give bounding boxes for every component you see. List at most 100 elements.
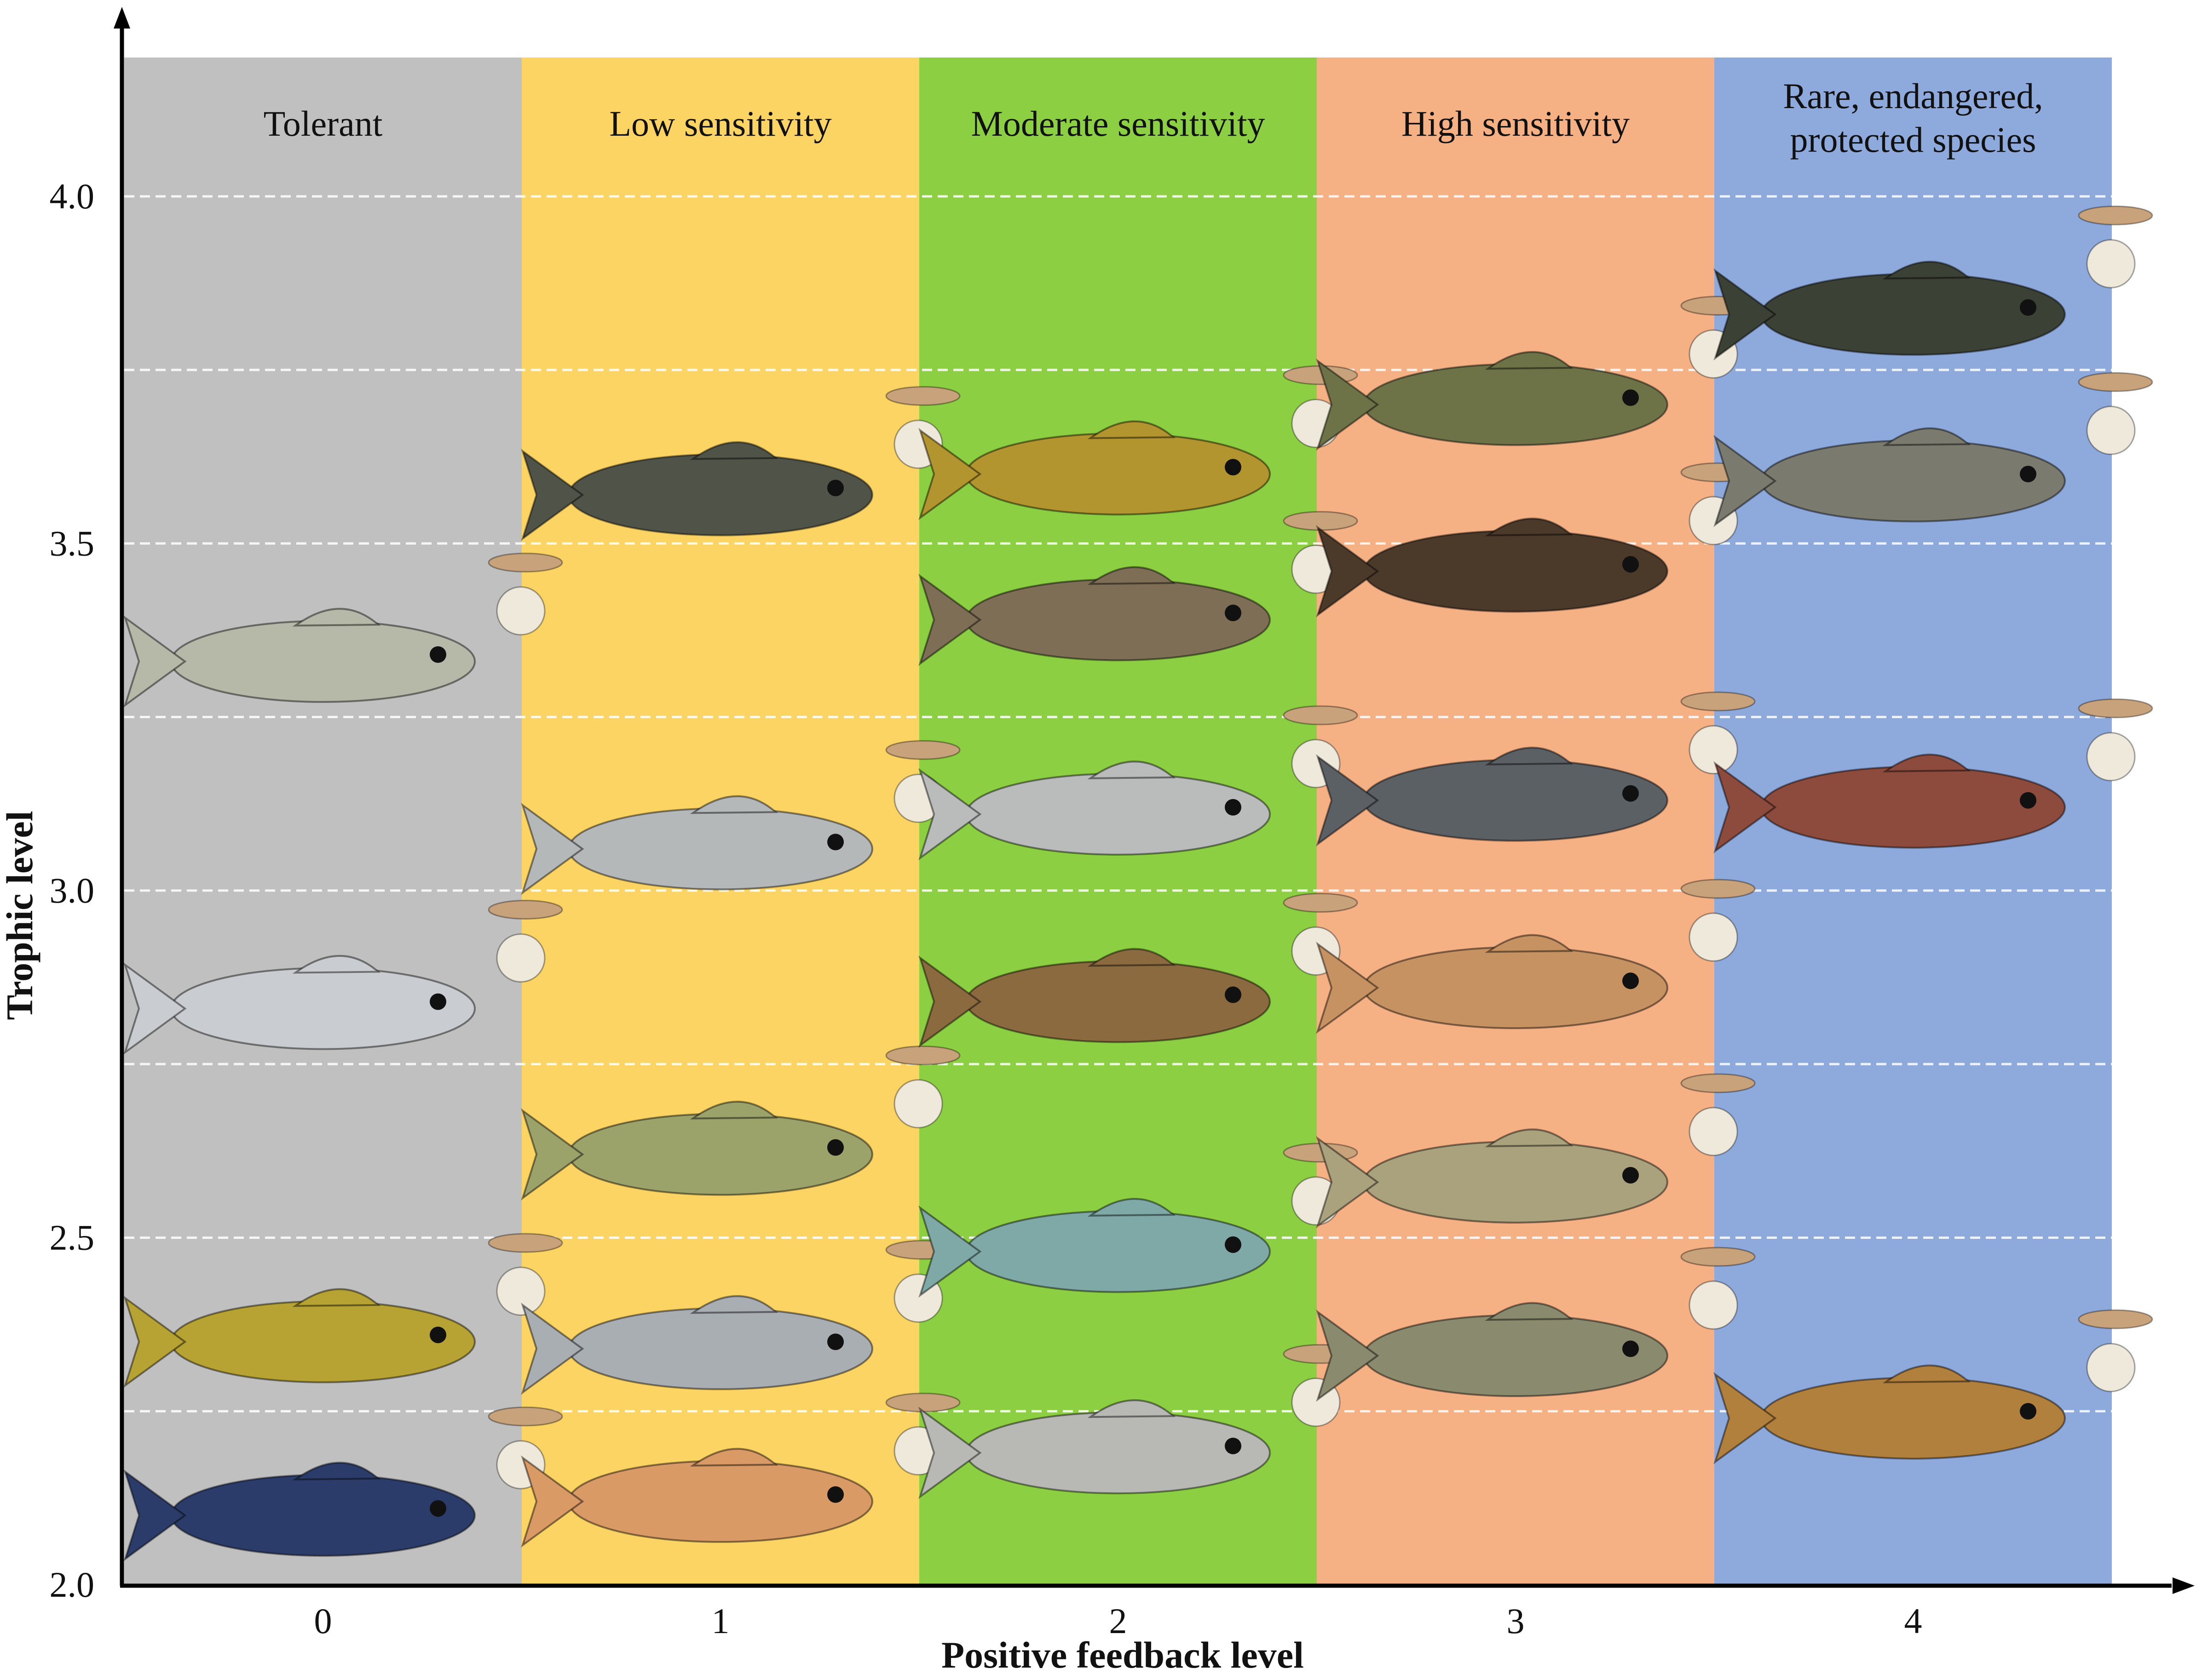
fish-body	[170, 1474, 476, 1557]
y-tick-label: 3.5	[50, 523, 95, 563]
fish-tail	[521, 1108, 584, 1201]
fish-eye	[1225, 604, 1241, 621]
fish-eye	[1622, 389, 1639, 406]
fish-body	[1363, 363, 1668, 446]
prey-icon	[496, 1266, 546, 1316]
species-point	[1713, 372, 2153, 527]
fish-tail	[1713, 268, 1777, 361]
fish-body	[170, 1300, 476, 1383]
fish-tail	[918, 955, 982, 1048]
y-tick-label: 2.0	[50, 1565, 95, 1605]
species-point	[521, 1045, 961, 1201]
prey-icon	[2086, 1343, 2136, 1392]
fish-fin	[690, 1448, 778, 1467]
species-point	[1316, 691, 1756, 846]
fish-tail	[918, 1205, 982, 1298]
fish-tail	[918, 428, 982, 520]
fish-body	[170, 967, 476, 1050]
prey-icon	[2078, 372, 2153, 392]
fish-fin	[292, 955, 381, 974]
fish-tail	[918, 574, 982, 666]
x-tick-label: 2	[1109, 1601, 1127, 1641]
axes	[114, 7, 2195, 1594]
fish-tail	[1316, 1136, 1379, 1228]
fish-tail	[1316, 1309, 1379, 1402]
prey-icon	[2078, 205, 2153, 225]
prey-icon	[488, 1406, 563, 1427]
y-tick-label: 4.0	[50, 176, 95, 216]
prey-icon	[488, 899, 563, 920]
fish-fin	[1087, 760, 1176, 779]
fish-fin	[1485, 518, 1574, 536]
prey-icon	[488, 552, 563, 573]
prey-icon	[1689, 1280, 1738, 1330]
fish-body	[568, 453, 873, 536]
prey-icon	[1689, 725, 1738, 775]
species-point	[1316, 1247, 1756, 1402]
x-axis-label: Positive feedback level	[941, 1634, 1304, 1676]
fish-tail	[1316, 358, 1379, 451]
fish-fin	[1087, 1399, 1176, 1418]
prey-icon	[885, 740, 961, 760]
fish-fin	[1087, 420, 1176, 439]
species-point	[1713, 698, 2153, 854]
fish-body	[1760, 439, 2066, 523]
fish-eye	[827, 1139, 844, 1156]
fish-eye	[827, 1486, 844, 1503]
band-title-0: Tolerant	[264, 104, 383, 144]
fish-eye	[827, 479, 844, 496]
fish-body	[1363, 759, 1668, 842]
prey-icon	[496, 933, 546, 983]
fish-eye	[2020, 1403, 2036, 1420]
fish-fin	[1485, 747, 1574, 765]
fish-tail	[1316, 754, 1379, 846]
fish-tail	[918, 1407, 982, 1499]
fish-eye	[1225, 1236, 1241, 1253]
prey-icon	[2078, 1309, 2153, 1329]
fish-eye	[430, 1326, 446, 1343]
prey-icon	[893, 1079, 943, 1128]
fish-body	[965, 432, 1271, 516]
species-point	[918, 1143, 1358, 1298]
fish-tail	[521, 1455, 584, 1548]
prey-icon	[885, 386, 961, 406]
fish-eye	[2020, 792, 2036, 809]
species-point	[123, 1233, 563, 1388]
prey-icon	[2086, 239, 2136, 288]
species-point	[1713, 205, 2153, 361]
band-title-1: Low sensitivity	[609, 104, 831, 144]
species-point	[1316, 879, 1756, 1034]
fish-body	[568, 1113, 873, 1196]
band-title-4: Rare, endangered, protected species	[1783, 76, 2043, 160]
fish-tail	[1316, 525, 1379, 617]
x-tick-label: 1	[712, 1601, 730, 1641]
fish-fin	[1485, 1302, 1574, 1321]
y-axis-label: Trophic level	[0, 811, 40, 1020]
fish-body	[965, 1411, 1271, 1495]
fish-body	[1760, 1376, 2066, 1460]
band-title-2: Moderate sensitivity	[971, 104, 1265, 144]
prey-icon	[2086, 732, 2136, 782]
species-points	[123, 205, 2153, 1562]
fish-eye	[2020, 299, 2036, 316]
fish-fin	[292, 608, 381, 627]
fish-body	[568, 807, 873, 891]
species-point	[1713, 1309, 2153, 1465]
fish-fin	[1882, 1364, 1971, 1383]
fish-tail	[123, 1469, 187, 1562]
fish-fin	[1485, 351, 1574, 370]
species-point	[123, 1406, 563, 1562]
prey-icon	[1680, 1073, 1756, 1093]
fish-body	[1363, 529, 1668, 613]
prey-icon	[1680, 691, 1756, 712]
fish-eye	[1622, 785, 1639, 802]
species-point	[521, 740, 961, 895]
fish-tail	[521, 803, 584, 895]
fish-eye	[1622, 556, 1639, 573]
prey-icon	[1689, 1107, 1738, 1156]
fish-tail	[123, 615, 187, 708]
fish-fin	[1485, 1128, 1574, 1147]
fish-tail	[123, 962, 187, 1055]
fish-body	[568, 1460, 873, 1543]
x-tick-label: 3	[1507, 1601, 1525, 1641]
